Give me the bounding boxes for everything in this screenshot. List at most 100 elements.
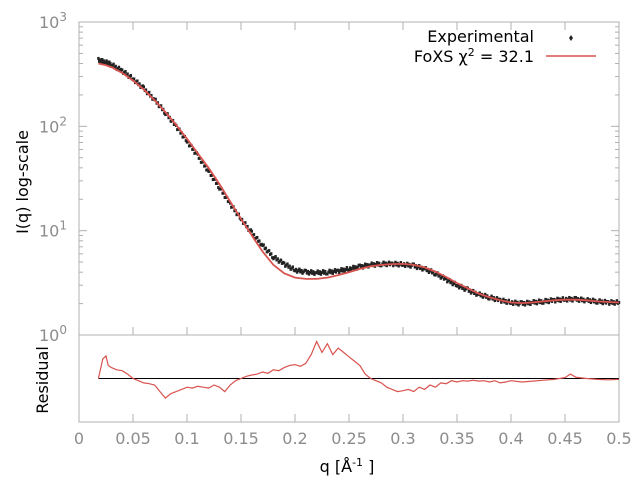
experimental-point [445,277,448,281]
experimental-point [495,296,499,300]
experimental-point [574,295,577,299]
experimental-point [286,262,289,266]
experimental-point [397,264,400,268]
experimental-point [310,269,313,273]
experimental-point [109,61,112,65]
experimental-point [520,300,523,304]
experimental-point [598,298,601,302]
experimental-point [291,265,295,269]
experimental-point [154,97,157,101]
experimental-point [339,269,342,273]
y-tick-label-0: 100 [39,323,67,345]
experimental-point [481,295,485,299]
experimental-point [328,268,331,272]
experimental-point [338,271,341,275]
experimental-point [142,85,145,89]
experimental-point [353,267,356,271]
experimental-point [301,271,304,275]
experimental-point [299,270,302,274]
experimental-point [341,269,344,273]
experimental-point [332,270,336,274]
experimental-point [300,268,303,272]
y-tick-label-3: 103 [39,10,67,32]
experimental-point [546,298,549,302]
experimental-point [387,260,391,264]
experimental-point [544,297,547,301]
experimental-point [288,264,291,268]
experimental-point [514,299,517,303]
experimental-point [318,270,322,274]
experimental-point [327,270,330,274]
y-tick-exponent: 1 [59,219,67,233]
experimental-point [351,266,354,270]
experimental-point [315,271,318,275]
experimental-point [547,301,550,305]
experimental-point [352,264,355,268]
experimental-point [124,69,127,73]
experimental-point [500,300,503,304]
experimental-point [114,64,117,68]
experimental-point [450,279,453,283]
experimental-point [558,297,561,301]
experimental-point [101,60,105,64]
experimental-point [349,268,353,272]
experimental-point [391,261,394,265]
experimental-point [565,299,569,303]
x-axis-title: q [Å-1 ] [320,456,375,476]
experimental-point [276,257,279,261]
experimental-point [316,269,319,273]
experimental-point [570,296,573,300]
experimental-point [394,260,397,264]
legend-label-foxs-sup: 2 [468,46,475,59]
experimental-point [364,262,367,266]
experimental-point [348,266,352,270]
experimental-point [603,298,607,302]
experimental-point [385,264,388,268]
experimental-point [611,301,614,305]
experimental-point [409,265,412,269]
experimental-point [362,264,366,268]
x-tick-label-0: 0 [74,429,84,448]
foxs-fit-line [98,62,620,305]
experimental-point [297,269,300,273]
experimental-point [295,270,299,274]
experimental-point [256,235,259,239]
experimental-point [374,262,378,266]
x-tick-label-2: 0.1 [174,429,199,448]
experimental-point [523,303,527,307]
x-axis-title-sup: -1 [352,456,363,469]
experimental-point [274,255,277,259]
y-tick-base: 10 [39,222,59,241]
experimental-point [305,271,309,275]
experimental-point [554,300,557,304]
experimental-point [317,272,320,276]
experimental-point [517,303,520,307]
experimental-point [521,302,525,306]
experimental-point [542,301,545,305]
experimental-point [321,269,325,273]
experimental-point [392,264,395,268]
experimental-point [198,156,202,160]
experimental-point [192,147,195,151]
experimental-point [267,249,271,253]
experimental-point [358,263,361,267]
experimental-point [112,62,115,66]
experimental-point [132,77,136,81]
legend-marker-experimental [569,35,573,41]
experimental-point [97,56,100,60]
x-tick-label-8: 0.4 [498,429,523,448]
experimental-point [206,168,209,172]
experimental-point [395,263,398,267]
y-tick-exponent: 0 [59,323,67,337]
experimental-point [359,266,363,270]
experimental-point [204,164,207,168]
legend: Experimental FoXS χ2 = 32.1 [414,27,596,66]
experimental-point [347,268,351,272]
residual-plot-panel: 0 0.05 0.1 0.15 0.2 0.25 0.3 0.35 0.4 0.45 0.5 [74,334,632,448]
experimental-point [556,296,559,300]
y-tick-label-2: 102 [39,114,67,136]
x-axis-title-main: q [Å [320,457,352,476]
experimental-point [308,270,312,274]
experimental-point [507,298,511,302]
